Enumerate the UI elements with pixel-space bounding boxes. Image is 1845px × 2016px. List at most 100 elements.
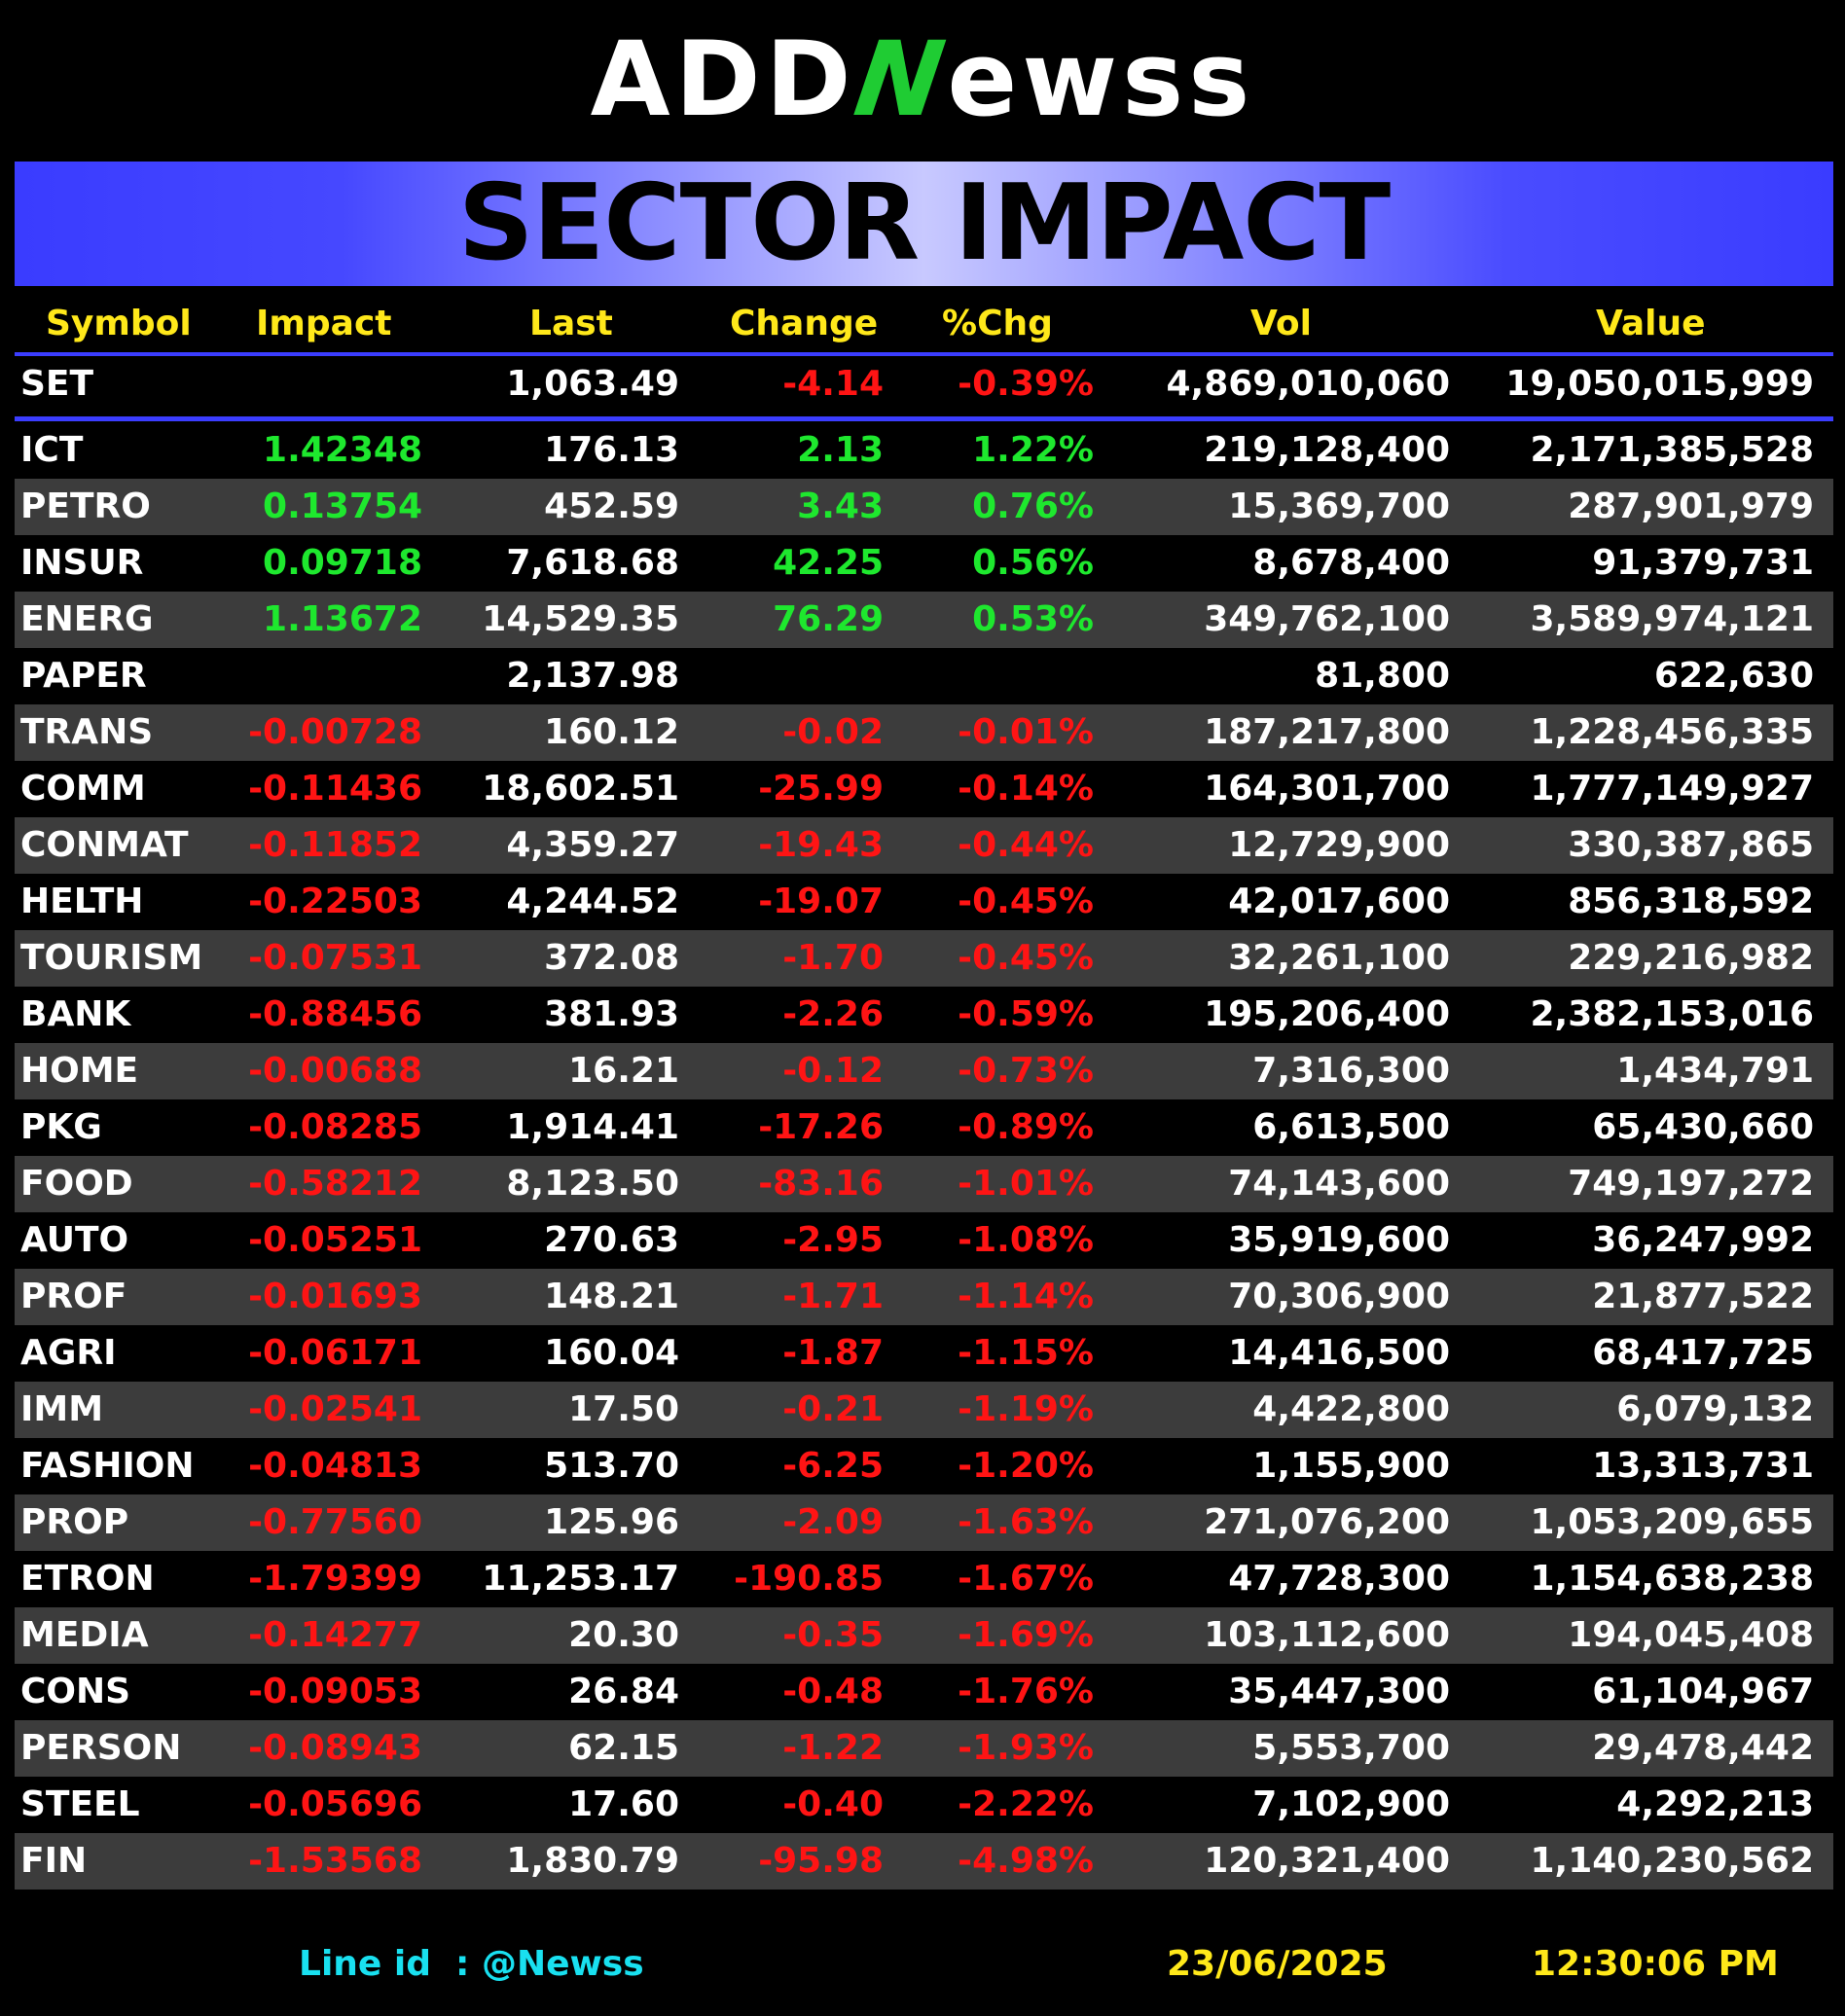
cell-vol: 187,217,800 [1204,712,1450,752]
table-row: PETRO 0.13754 452.59 3.43 0.76% 15,369,700 287… [15,479,1833,535]
cell-value: 287,901,979 [1568,486,1814,526]
cell-value: 749,197,272 [1568,1164,1814,1204]
cell-change: -0.35 [782,1615,884,1655]
cell-symbol: PAPER [20,656,147,696]
cell-value: 856,318,592 [1568,882,1814,921]
cell-pct: -1.93% [958,1728,1094,1768]
cell-change: 76.29 [773,599,884,639]
cell-pct: -0.45% [958,882,1094,921]
cell-last: 381.93 [544,994,679,1034]
cell-vol: 32,261,100 [1228,938,1450,978]
cell-symbol: FIN [20,1841,88,1881]
cell-vol: 15,369,700 [1228,486,1450,526]
cell-pct: -1.63% [958,1502,1094,1542]
index-row-set: SET 1,063.49 -4.14 -0.39% 4,869,010,060 … [15,356,1833,421]
cell-change: -83.16 [758,1164,884,1204]
index-last: 1,063.49 [506,364,679,404]
col-last: Last [529,304,613,343]
cell-last: 11,253.17 [482,1559,679,1599]
cell-value: 65,430,660 [1592,1107,1814,1147]
cell-symbol: COMM [20,769,146,809]
cell-vol: 42,017,600 [1228,882,1450,921]
cell-vol: 5,553,700 [1252,1728,1450,1768]
cell-change: -0.12 [782,1051,884,1091]
cell-value: 68,417,725 [1592,1333,1814,1373]
table-row: AUTO -0.05251 270.63 -2.95 -1.08% 35,919,600 3… [15,1212,1833,1269]
table-row: FOOD -0.58212 8,123.50 -83.16 -1.01% 74,143,6… [15,1156,1833,1212]
cell-pct: -0.73% [958,1051,1094,1091]
cell-symbol: PROP [20,1502,129,1542]
col-change: Change [730,304,879,343]
line-id-prefix: Line id [299,1944,431,1984]
cell-last: 148.21 [544,1277,679,1316]
cell-value: 29,478,442 [1592,1728,1814,1768]
index-vol: 4,869,010,060 [1166,364,1450,404]
sector-impact-banner: SECTOR IMPACT [15,162,1833,286]
cell-vol: 103,112,600 [1204,1615,1450,1655]
cell-value: 1,154,638,238 [1530,1559,1814,1599]
logo-part-ewss: ewss [947,19,1255,139]
cell-value: 1,053,209,655 [1530,1502,1814,1542]
cell-impact: -0.09053 [248,1672,422,1711]
cell-vol: 271,076,200 [1204,1502,1450,1542]
cell-impact: -0.07531 [248,938,422,978]
cell-pct: -0.59% [958,994,1094,1034]
cell-impact: 1.42348 [263,430,422,470]
cell-impact: -0.11436 [248,769,422,809]
cell-pct: -2.22% [958,1784,1094,1824]
cell-pct: -0.14% [958,769,1094,809]
addnewss-logo: ADDNewss [0,19,1845,139]
cell-impact: -0.88456 [248,994,422,1034]
cell-symbol: HELTH [20,882,144,921]
table-row: PKG -0.08285 1,914.41 -17.26 -0.89% 6,613,500… [15,1099,1833,1156]
cell-pct: -0.45% [958,938,1094,978]
cell-symbol: HOME [20,1051,139,1091]
cell-value: 61,104,967 [1592,1672,1814,1711]
cell-impact: -0.22503 [248,882,422,921]
cell-last: 18,602.51 [482,769,679,809]
cell-impact: -1.53568 [248,1841,422,1881]
cell-change: -0.40 [782,1784,884,1824]
cell-change: -19.07 [758,882,884,921]
table-row: ICT 1.42348 176.13 2.13 1.22% 219,128,400 2,17… [15,422,1833,479]
table-row: AGRI -0.06171 160.04 -1.87 -1.15% 14,416,500 6… [15,1325,1833,1382]
index-pct: -0.39% [958,364,1094,404]
col-vol: Vol [1250,304,1312,343]
cell-value: 194,045,408 [1568,1615,1814,1655]
table-row: INSUR 0.09718 7,618.68 42.25 0.56% 8,678,400 9… [15,535,1833,592]
cell-change: -19.43 [758,825,884,865]
index-change: -4.14 [782,364,884,404]
cell-impact: -0.08943 [248,1728,422,1768]
cell-symbol: AUTO [20,1220,129,1260]
table-row: TRANS -0.00728 160.12 -0.02 -0.01% 187,217,80… [15,704,1833,761]
cell-change: -0.48 [782,1672,884,1711]
table-row: TOURISM -0.07531 372.08 -1.70 -0.45% 32,261,1… [15,930,1833,987]
footer-date: 23/06/2025 [1167,1944,1388,1984]
cell-symbol: INSUR [20,543,144,583]
cell-vol: 164,301,700 [1204,769,1450,809]
table-row: MEDIA -0.14277 20.30 -0.35 -1.69% 103,112,600… [15,1607,1833,1664]
cell-impact: 1.13672 [263,599,422,639]
cell-change: -25.99 [758,769,884,809]
cell-value: 1,434,791 [1616,1051,1814,1091]
cell-pct: -1.19% [958,1389,1094,1429]
cell-symbol: TRANS [20,712,154,752]
cell-last: 160.12 [544,712,679,752]
cell-last: 270.63 [544,1220,679,1260]
cell-last: 452.59 [544,486,679,526]
cell-change: -0.02 [782,712,884,752]
cell-vol: 7,102,900 [1252,1784,1450,1824]
cell-last: 7,618.68 [506,543,679,583]
cell-last: 17.60 [568,1784,679,1824]
cell-vol: 8,678,400 [1252,543,1450,583]
cell-pct: -1.01% [958,1164,1094,1204]
line-id-value: @Newss [482,1944,644,1984]
cell-value: 36,247,992 [1592,1220,1814,1260]
table-row: PROF -0.01693 148.21 -1.71 -1.14% 70,306,900 2… [15,1269,1833,1325]
cell-pct: -4.98% [958,1841,1094,1881]
cell-value: 330,387,865 [1568,825,1814,865]
cell-last: 372.08 [544,938,679,978]
cell-pct: 0.76% [972,486,1094,526]
cell-change: 42.25 [773,543,884,583]
table-row: FASHION -0.04813 513.70 -6.25 -1.20% 1,155,90… [15,1438,1833,1494]
